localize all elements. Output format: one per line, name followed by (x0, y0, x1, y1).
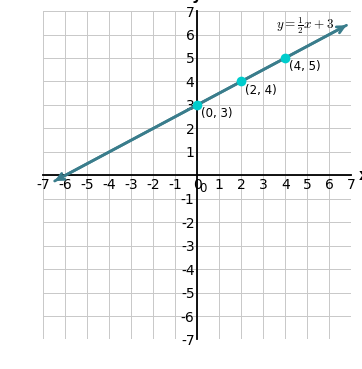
Text: (2, 4): (2, 4) (245, 84, 276, 97)
Text: $y = \frac{1}{2}x + 3$: $y = \frac{1}{2}x + 3$ (277, 15, 334, 35)
Text: 0: 0 (199, 182, 206, 195)
Text: (4, 5): (4, 5) (289, 60, 320, 73)
Text: (0, 3): (0, 3) (201, 107, 232, 120)
Text: y: y (192, 0, 202, 3)
Text: x: x (358, 168, 362, 183)
